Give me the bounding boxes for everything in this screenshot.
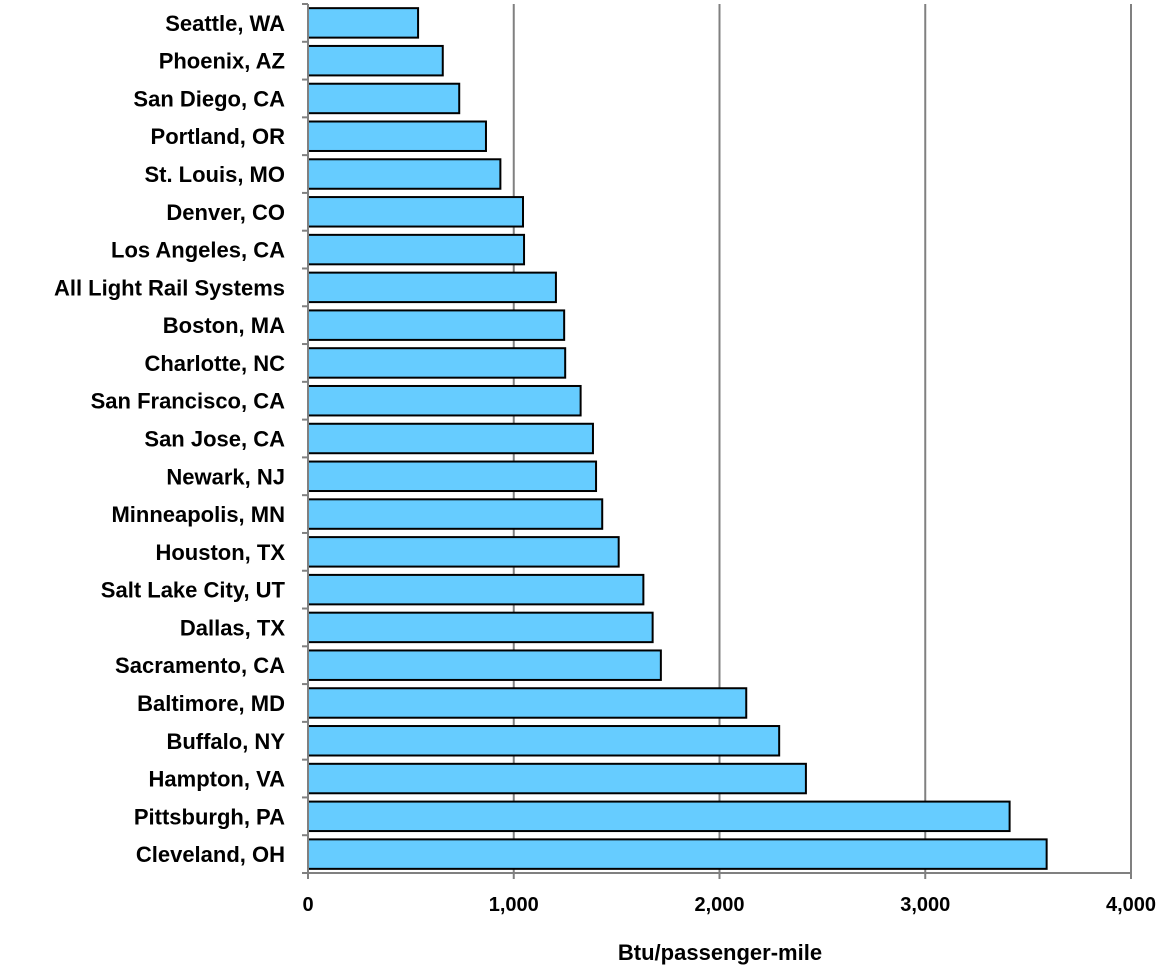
bars [307,7,1048,870]
category-label: Portland, OR [151,124,286,149]
axes [302,3,1132,879]
x-tick-label: 2,000 [694,894,744,916]
category-label: Salt Lake City, UT [101,578,286,603]
bar [307,460,598,493]
category-label: Minneapolis, MN [111,502,285,527]
bar [307,233,526,266]
x-tick-label: 4,000 [1106,894,1156,916]
category-label: San Diego, CA [133,86,285,111]
bar [307,687,748,719]
bar [307,309,566,341]
category-label: Pittsburgh, PA [134,804,285,829]
category-label: Cleveland, OH [136,842,285,867]
category-label: San Jose, CA [144,427,285,452]
bar [307,725,781,757]
category-label: Los Angeles, CA [111,238,285,263]
category-label: Phoenix, AZ [159,49,285,74]
category-label: All Light Rail Systems [54,275,285,300]
x-tick-label: 0 [302,894,313,916]
bar [307,611,654,644]
x-tick-labels: 0 1,000 2,000 3,000 4,000 [302,894,1156,916]
bar [307,800,1011,833]
category-label: San Francisco, CA [91,389,286,414]
category-label: Denver, CO [166,200,285,225]
category-label: Seattle, WA [165,11,285,36]
category-label: St. Louis, MO [144,162,285,187]
bar [307,573,645,606]
bar [307,82,461,115]
bar [307,158,502,190]
bar [307,498,604,530]
bar [307,422,594,455]
category-label: Charlotte, NC [144,351,285,376]
bar [307,7,420,39]
bar [307,347,567,379]
bar [307,536,620,568]
x-tick-label: 1,000 [489,894,539,916]
bar [307,838,1048,870]
bar [307,120,487,152]
bar [307,44,444,77]
category-label: Buffalo, NY [166,729,285,754]
category-label: Dallas, TX [180,615,285,640]
category-label: Baltimore, MD [137,691,285,716]
bar [307,384,582,417]
x-axis-title: Btu/passenger-mile [618,940,822,965]
x-tick-label: 3,000 [900,894,950,916]
category-label: Boston, MA [163,313,285,338]
bar [307,649,662,681]
category-label: Houston, TX [155,540,285,565]
bar [307,196,525,228]
category-label: Newark, NJ [166,464,285,489]
bar [307,762,807,795]
category-label: Sacramento, CA [115,653,285,678]
category-label: Hampton, VA [149,767,286,792]
category-labels: Seattle, WA Phoenix, AZ San Diego, CA Portl… [54,11,286,867]
bar [307,271,557,304]
